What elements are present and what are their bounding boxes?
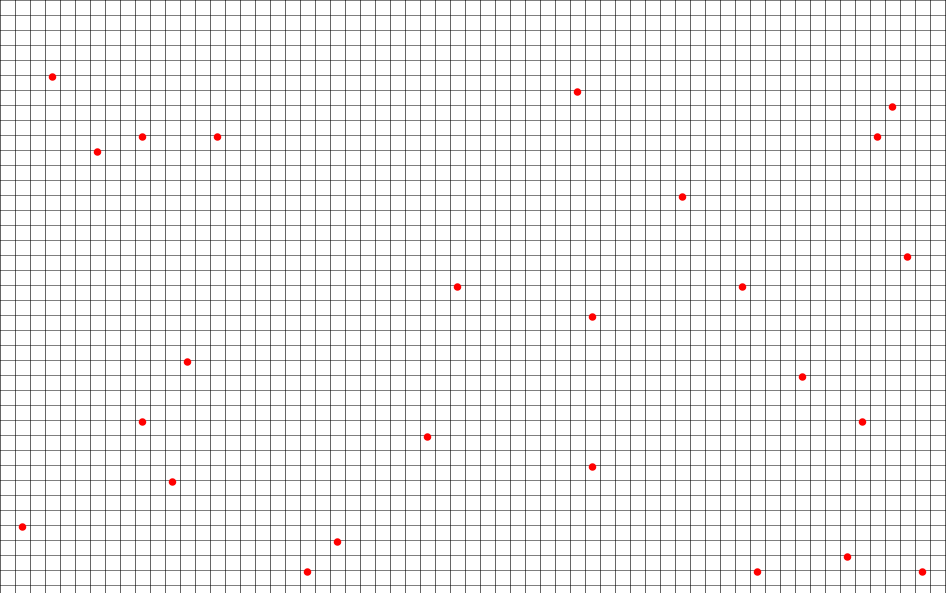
red-dot [573,88,582,96]
red-dot [303,568,312,576]
red-dot [903,253,912,261]
red-dot [18,523,27,531]
red-dot [918,568,927,576]
red-dot [213,133,222,141]
red-dot [798,373,807,381]
red-dot [738,283,747,291]
red-dot [843,553,852,561]
red-dot [858,418,867,426]
red-dot [753,568,762,576]
red-dot [333,538,342,546]
red-dot [423,433,432,441]
red-dot [168,478,177,486]
red-dot [183,358,192,366]
red-dot [138,133,147,141]
red-dot [138,418,147,426]
red-dot [93,148,102,156]
red-dot [48,73,57,81]
dot-layer [18,73,927,576]
red-dot [588,313,597,321]
red-dot [873,133,882,141]
red-dot [888,103,897,111]
red-dot [678,193,687,201]
red-dot [588,463,597,471]
red-dot [453,283,462,291]
